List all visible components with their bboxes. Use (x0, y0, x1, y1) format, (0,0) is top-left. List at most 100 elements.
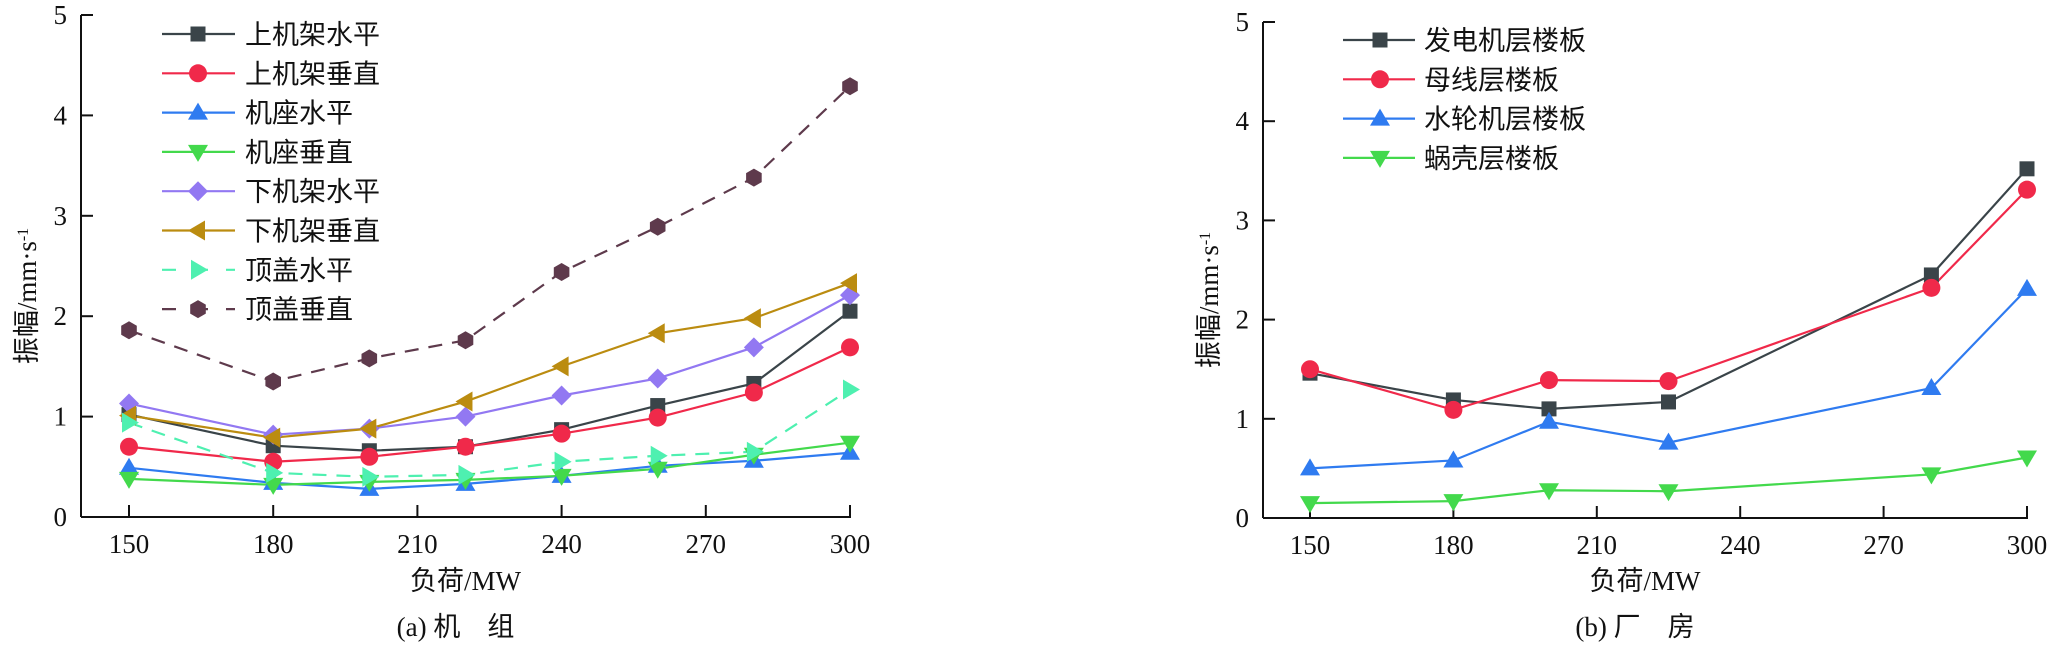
x-tick-label: 150 (1290, 530, 1331, 560)
data-point (1658, 484, 1679, 502)
data-point (743, 308, 761, 329)
data-point (1300, 458, 1320, 476)
data-point (265, 372, 281, 391)
data-point (649, 217, 666, 236)
y-tick-label: 2 (54, 301, 68, 331)
y-tick-label: 1 (1236, 404, 1250, 434)
y-axis-title: 振幅/mm·s-1 (12, 228, 42, 364)
data-point (1922, 278, 1941, 297)
series-line (1309, 456, 2028, 505)
data-point (263, 427, 281, 448)
legend-label: 上机架水平 (245, 20, 380, 51)
data-point (456, 437, 475, 456)
legend-item: 水轮机层楼板 (1343, 105, 1586, 136)
x-tick-label: 210 (397, 529, 438, 559)
series-line (128, 388, 851, 478)
legend-label: 蜗壳层楼板 (1424, 144, 1559, 175)
legend-label: 顶盖垂直 (245, 295, 353, 326)
data-point (360, 447, 379, 466)
legend-marker (188, 102, 208, 120)
y-axis-title-superscript: -1 (15, 228, 32, 241)
x-axis-title: 负荷/MW (410, 566, 522, 596)
data-point (359, 418, 377, 439)
data-point (840, 273, 857, 294)
data-point (842, 77, 858, 96)
legend-label: 发电机层楼板 (1424, 26, 1586, 57)
data-point (458, 464, 476, 485)
data-point (122, 412, 139, 433)
data-point (266, 462, 284, 483)
data-point (1300, 496, 1320, 514)
legend-item: 下机架水平 (162, 177, 380, 208)
y-tick-label: 3 (54, 201, 68, 231)
data-point (554, 451, 572, 472)
series-line (1309, 168, 2028, 410)
data-point (2017, 450, 2037, 468)
legend-label: 机座水平 (245, 99, 353, 130)
data-point (1923, 267, 1939, 283)
axes: 0 1 2 3 4 5 150 180 210 240 270 300 (54, 0, 871, 559)
y-tick-label: 0 (1236, 503, 1250, 533)
y-axis-title-main: 振幅/mm·s (12, 241, 42, 364)
legend-marker (190, 300, 206, 319)
data-point (457, 331, 474, 350)
series-line (128, 282, 851, 439)
y-tick-label: 5 (1236, 7, 1250, 37)
series-line (128, 441, 851, 486)
y-axis-title-superscript: -1 (1197, 232, 1214, 245)
panel-unit-vibration: 0 1 2 3 4 5 150 180 210 240 270 300 上机架水平上机架垂直机座水平机… (12, 0, 870, 642)
legend-marker (188, 144, 208, 162)
x-tick-label: 270 (686, 529, 727, 559)
series-line (128, 310, 851, 452)
y-tick-label: 1 (54, 402, 68, 432)
legend-item: 母线层楼板 (1343, 65, 1559, 96)
legend-marker (189, 64, 207, 83)
data-point (840, 435, 860, 453)
data-point (361, 349, 378, 368)
legend-marker (1370, 150, 1390, 168)
series-line (1309, 188, 2028, 412)
data-point (1444, 400, 1463, 419)
y-axis-title-main: 振幅/mm·s (1194, 245, 1224, 368)
data-point (1540, 371, 1558, 390)
series-line (128, 85, 851, 383)
x-tick-label: 150 (109, 529, 150, 559)
legend-item: 顶盖垂直 (162, 295, 353, 326)
legend-item: 顶盖水平 (162, 256, 353, 287)
legend-marker (190, 26, 206, 42)
data-point (263, 477, 284, 495)
data-point (648, 408, 667, 427)
data-point (362, 466, 380, 487)
data-point (1921, 467, 1942, 485)
legend-item: 下机架垂直 (162, 217, 380, 248)
legend-item: 上机架水平 (162, 20, 380, 51)
data-point (551, 468, 572, 486)
data-point (647, 368, 668, 389)
panel-powerhouse-vibration: 0 1 2 3 4 5 150 180 210 240 270 300 发电机层楼板母线层楼板水轮机层… (1194, 7, 2047, 642)
x-axis-title: 负荷/MW (1590, 566, 1702, 596)
series-lines (128, 85, 851, 490)
x-tick-label: 180 (1433, 530, 1474, 560)
data-point (1301, 360, 1319, 379)
data-point (843, 379, 860, 400)
data-point (1541, 401, 1557, 417)
series-lines (1309, 168, 2028, 505)
legend-marker (1371, 70, 1389, 89)
legend-item: 上机架垂直 (162, 59, 380, 90)
legend-label: 上机架垂直 (245, 59, 380, 90)
data-point (650, 398, 666, 414)
data-point (1443, 450, 1464, 468)
data-point (552, 424, 571, 443)
x-tick-label: 240 (541, 529, 582, 559)
data-point (455, 391, 473, 412)
legend-item: 蜗壳层楼板 (1343, 144, 1559, 175)
data-point (1443, 494, 1464, 512)
legend-label: 机座垂直 (245, 138, 353, 169)
y-axis-title: 振幅/mm·s-1 (1194, 232, 1224, 368)
series-line (128, 294, 851, 436)
x-tick-label: 300 (2007, 530, 2048, 560)
y-tick-label: 5 (54, 0, 68, 30)
data-point (2019, 161, 2035, 177)
